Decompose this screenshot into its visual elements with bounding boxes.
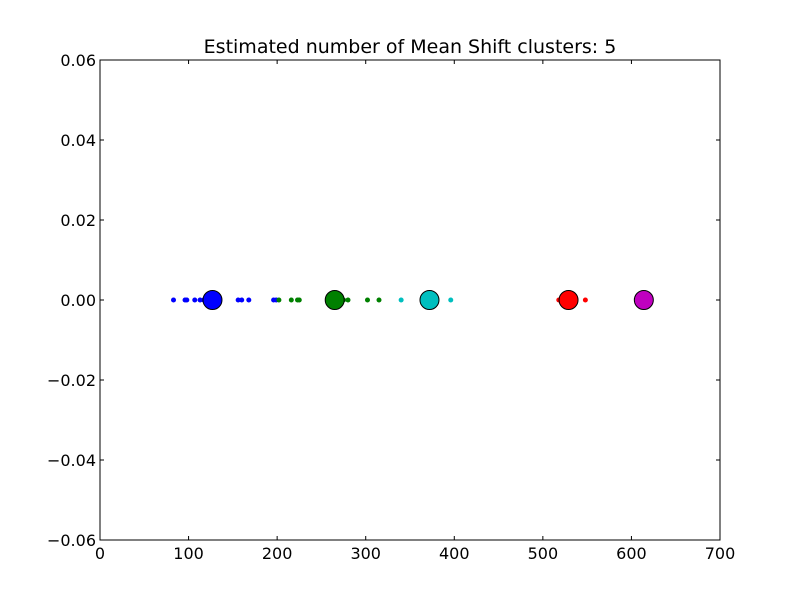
data-points [171, 297, 588, 303]
data-point-cluster-1 [296, 297, 302, 303]
y-tick-label: 0.00 [60, 291, 96, 310]
data-point-cluster-2 [398, 297, 404, 303]
x-tick-label: 300 [350, 544, 381, 563]
x-tick-label: 600 [616, 544, 647, 563]
x-tick-label: 0 [95, 544, 105, 563]
y-tick-label: 0.06 [60, 51, 96, 70]
y-tick-label: 0.04 [60, 131, 96, 150]
cluster-center-3 [558, 290, 579, 310]
x-tick-label: 700 [705, 544, 736, 563]
y-tick-label: −0.02 [47, 371, 96, 390]
y-tick-label: −0.04 [47, 451, 96, 470]
data-point-cluster-1 [364, 297, 370, 303]
plot-frame [99, 59, 721, 541]
x-tick-label: 400 [439, 544, 470, 563]
data-point-cluster-0 [171, 297, 177, 303]
y-tick-label: 0.02 [60, 211, 96, 230]
data-point-cluster-0 [197, 297, 203, 303]
cluster-center-2 [419, 290, 440, 310]
data-point-cluster-1 [345, 297, 351, 303]
data-point-cluster-0 [192, 297, 198, 303]
data-point-cluster-1 [288, 297, 294, 303]
data-point-cluster-0 [239, 297, 245, 303]
data-point-cluster-2 [448, 297, 454, 303]
cluster-center-4 [633, 290, 654, 310]
data-point-cluster-0 [184, 297, 190, 303]
x-tick-label: 100 [173, 544, 204, 563]
cluster-centers [202, 290, 654, 310]
x-tick-label: 500 [528, 544, 559, 563]
axes: 0 100 200 300 400 500 600 700 0.06 0.04 0.02 0.00 −0… [47, 51, 735, 563]
data-point-cluster-1 [376, 297, 382, 303]
x-tick-label: 200 [262, 544, 293, 563]
data-point-cluster-1 [276, 297, 282, 303]
cluster-center-0 [202, 290, 223, 310]
data-point-cluster-3 [582, 297, 588, 303]
data-point-cluster-0 [246, 297, 252, 303]
cluster-center-1 [324, 290, 345, 310]
data-point-cluster-0 [235, 297, 241, 303]
chart-title: Estimated number of Mean Shift clusters:… [204, 36, 617, 58]
y-tick-label: −0.06 [47, 531, 96, 550]
